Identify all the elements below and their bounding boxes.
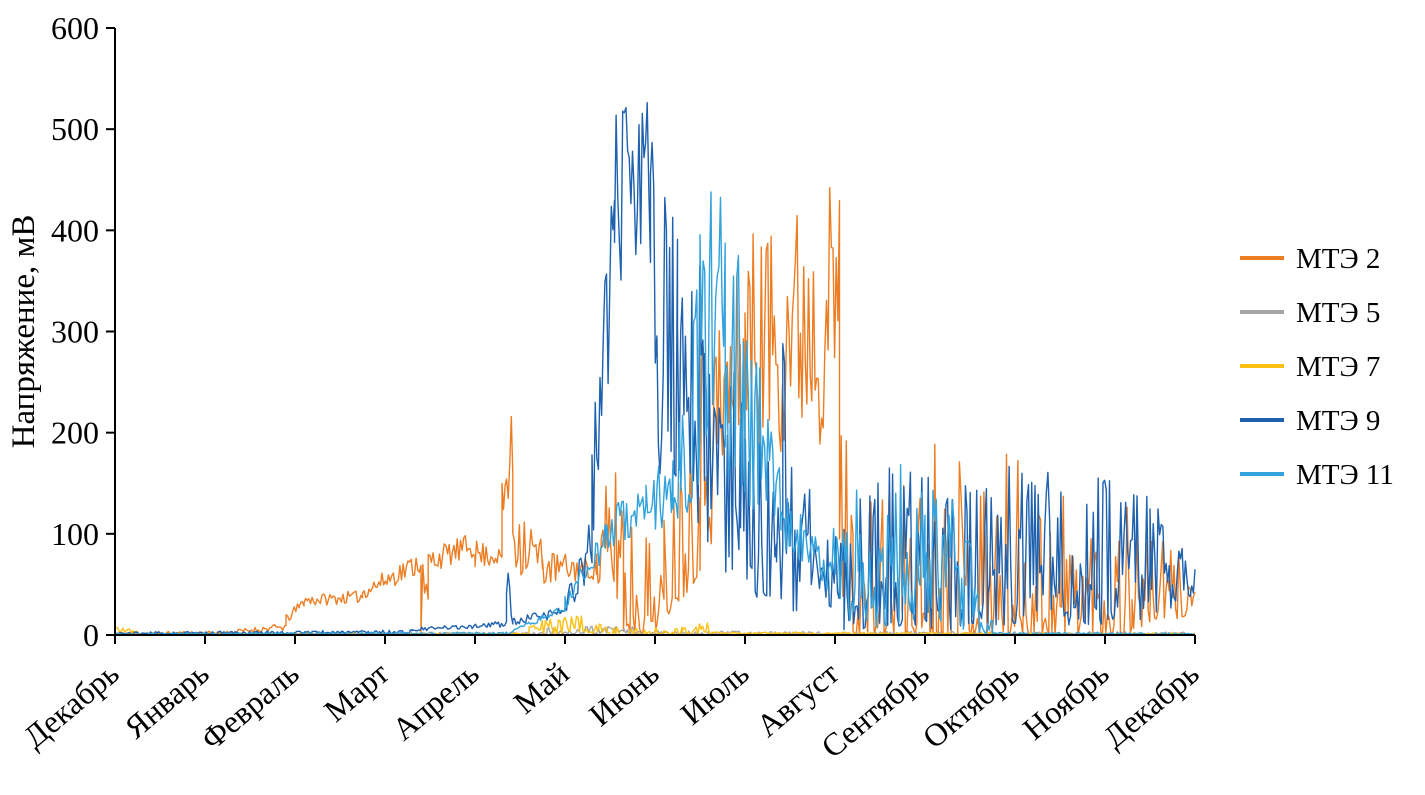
x-tick-label: Июнь: [582, 655, 665, 733]
legend-label-мтэ-7: МТЭ 7: [1296, 351, 1380, 383]
legend-label-мтэ-11: МТЭ 11: [1296, 459, 1394, 491]
legend-label-мтэ-5: МТЭ 5: [1296, 297, 1380, 329]
x-tick-label: Март: [317, 655, 395, 729]
y-tick-label: 300: [51, 314, 99, 350]
y-tick-label: 100: [51, 516, 99, 552]
x-tick-label: Февраль: [194, 655, 306, 757]
legend-label-мтэ-9: МТЭ 9: [1296, 405, 1380, 437]
series-line-мтэ-2: [115, 186, 1196, 636]
legend-label-мтэ-2: МТЭ 2: [1296, 243, 1380, 275]
y-tick-label: 200: [51, 415, 99, 451]
x-tick-label: Октябрь: [915, 655, 1025, 755]
y-axis-title: Напряжение, мВ: [6, 215, 42, 449]
y-tick-label: 600: [51, 10, 99, 46]
x-tick-label: Апрель: [385, 655, 486, 747]
y-tick-label: 500: [51, 111, 99, 147]
x-tick-label: Июль: [674, 655, 756, 732]
y-tick-label: 0: [83, 617, 99, 653]
series-line-мтэ-9: [114, 101, 1196, 636]
x-tick-label: Декабрь: [16, 655, 125, 755]
x-tick-label: Май: [507, 655, 576, 721]
y-tick-label: 400: [51, 212, 99, 248]
x-tick-label: Декабрь: [1096, 655, 1205, 755]
